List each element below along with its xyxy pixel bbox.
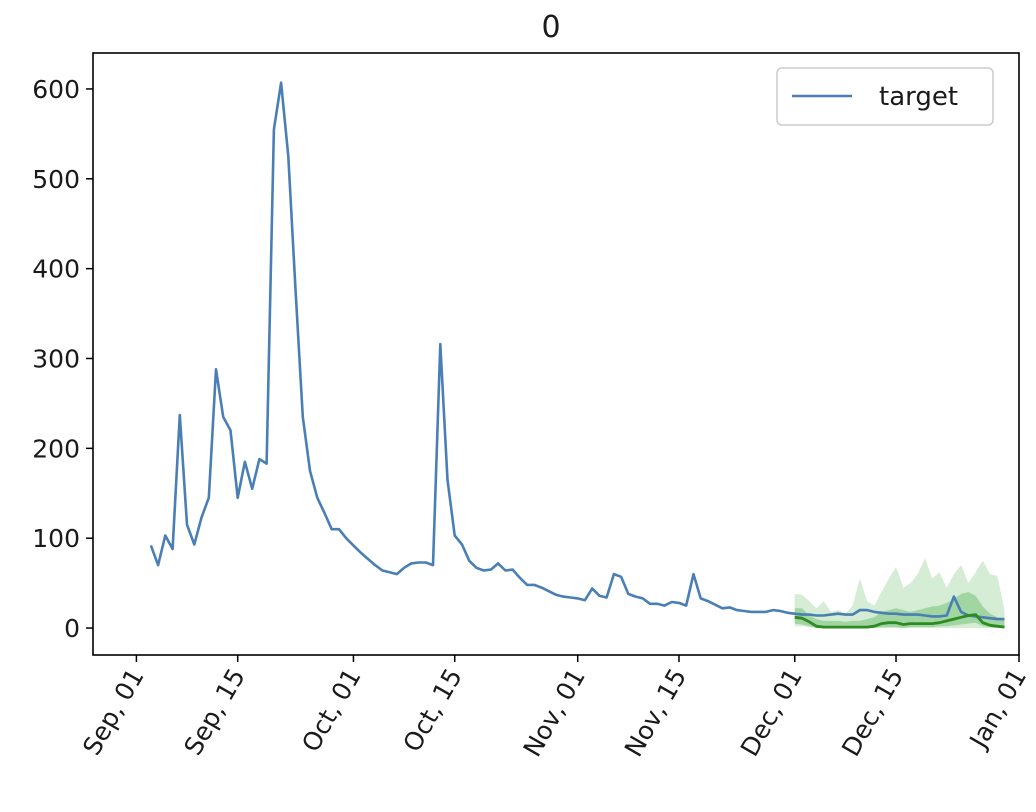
x-tick-label: Sep, 15: [178, 664, 251, 761]
legend: target: [776, 67, 994, 126]
x-tick-label: Nov, 01: [518, 664, 591, 762]
y-tick-label: 300: [32, 344, 80, 373]
forecast-outer-band: [794, 558, 1005, 628]
axes: 0 100 200 300 400 500 600 Sep, 01 Sep, 15 Oct, 01…: [32, 75, 1032, 762]
x-tick-label: Sep, 01: [77, 664, 150, 761]
chart-title: 0: [541, 10, 560, 45]
forecast-median-line: [794, 613, 1005, 629]
legend-label-target: target: [879, 82, 958, 112]
plot-area: [149, 81, 1005, 629]
y-tick-label: 600: [32, 75, 80, 104]
x-tick-label: Nov, 15: [619, 664, 692, 762]
x-tick-label: Jan, 01: [963, 664, 1032, 755]
y-tick-label: 200: [32, 434, 80, 463]
y-tick-label: 0: [64, 614, 80, 643]
y-tick-label: 500: [32, 165, 80, 194]
series-line-target: [149, 81, 1005, 621]
x-tick-label: Oct, 15: [397, 664, 468, 757]
x-tick-label: Oct, 01: [296, 664, 367, 757]
y-tick-label: 400: [32, 255, 80, 284]
y-tick-label: 100: [32, 524, 80, 553]
x-tick-label: Dec, 15: [836, 664, 909, 762]
x-tick-label: Dec, 01: [735, 664, 808, 762]
plot-frame: [92, 52, 1020, 656]
legend-box: [776, 67, 994, 126]
